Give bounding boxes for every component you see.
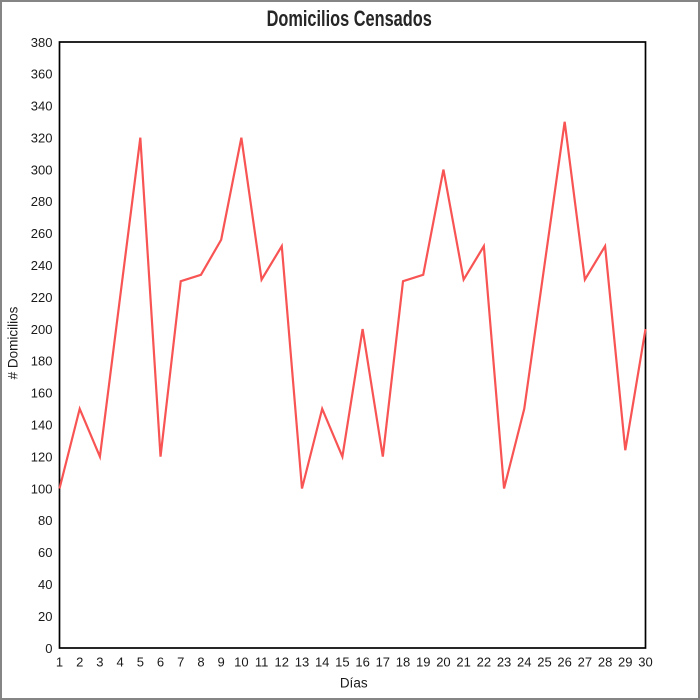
svg-text:100: 100 [31,481,53,496]
svg-text:1: 1 [56,655,63,670]
svg-text:160: 160 [31,386,53,401]
svg-text:6: 6 [157,655,164,670]
svg-text:15: 15 [335,655,349,670]
svg-text:16: 16 [355,655,369,670]
svg-text:0: 0 [45,641,52,656]
svg-text:27: 27 [578,655,592,670]
svg-text:340: 340 [31,99,53,114]
svg-text:30: 30 [638,655,652,670]
svg-text:20: 20 [38,609,52,624]
svg-text:240: 240 [31,258,53,273]
svg-text:26: 26 [557,655,571,670]
svg-text:120: 120 [31,449,53,464]
svg-text:360: 360 [31,67,53,82]
svg-text:19: 19 [416,655,430,670]
svg-text:200: 200 [31,322,53,337]
svg-text:260: 260 [31,226,53,241]
svg-text:21: 21 [456,655,470,670]
svg-text:25: 25 [537,655,551,670]
svg-text:14: 14 [315,655,329,670]
svg-text:60: 60 [38,545,52,560]
svg-text:Días: Días [340,676,368,691]
svg-text:8: 8 [197,655,204,670]
svg-text:300: 300 [31,162,53,177]
svg-text:20: 20 [436,655,450,670]
svg-text:29: 29 [618,655,632,670]
svg-text:80: 80 [38,513,52,528]
svg-text:10: 10 [234,655,248,670]
svg-text:280: 280 [31,194,53,209]
svg-text:3: 3 [96,655,103,670]
svg-text:320: 320 [31,130,53,145]
svg-text:11: 11 [255,655,269,670]
svg-text:Domicilios Censados: Domicilios Censados [267,6,432,31]
svg-text:4: 4 [117,655,124,670]
svg-text:180: 180 [31,354,53,369]
svg-text:220: 220 [31,290,53,305]
svg-text:140: 140 [31,417,53,432]
svg-text:17: 17 [376,655,390,670]
svg-text:380: 380 [31,35,53,50]
svg-text:24: 24 [517,655,531,670]
svg-text:18: 18 [396,655,410,670]
svg-text:28: 28 [598,655,612,670]
svg-text:# Domicilios: # Domicilios [6,306,21,379]
svg-text:7: 7 [177,655,184,670]
svg-text:5: 5 [137,655,144,670]
svg-text:2: 2 [76,655,83,670]
svg-text:13: 13 [295,655,309,670]
svg-text:40: 40 [38,577,52,592]
svg-text:23: 23 [497,655,511,670]
svg-text:22: 22 [477,655,491,670]
svg-text:9: 9 [218,655,225,670]
svg-text:12: 12 [275,655,289,670]
